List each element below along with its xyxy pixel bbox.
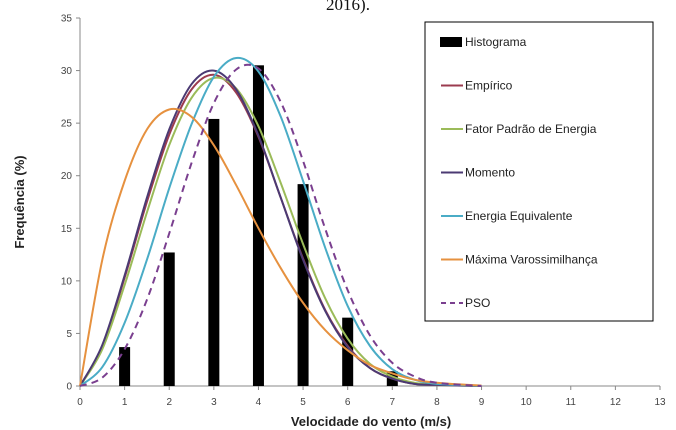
x-tick-label: 10	[521, 397, 533, 408]
histogram-bar	[342, 317, 354, 386]
y-tick-label: 25	[61, 119, 73, 130]
y-tick-label: 20	[61, 171, 73, 182]
legend-label: Empírico	[465, 79, 513, 93]
curve-fator-padrao-de-energia	[79, 76, 482, 387]
y-tick-label: 10	[61, 276, 73, 287]
legend-label: Máxima Varossimilhança	[465, 253, 598, 267]
x-tick-label: 6	[345, 397, 351, 408]
x-tick-label: 7	[390, 397, 396, 408]
y-tick-label: 35	[61, 14, 73, 25]
legend-label: Momento	[465, 166, 515, 180]
x-tick-label: 12	[610, 397, 622, 408]
curves	[79, 56, 482, 387]
legend: Histograma Empírico Fator Padrão de Energi…	[424, 21, 654, 322]
x-tick-label: 4	[256, 397, 262, 408]
y-tick-label: 30	[61, 66, 73, 77]
x-tick-label: 5	[300, 397, 306, 408]
y-tick-label: 15	[61, 224, 73, 235]
x-tick-label: 0	[77, 397, 83, 408]
histogram-bar	[297, 184, 309, 386]
curve-energia-equivalente	[79, 56, 482, 387]
legend-label: Histograma	[465, 35, 527, 49]
legend-label: PSO	[465, 296, 490, 310]
y-tick-label: 0	[66, 382, 72, 393]
histogram-bar	[163, 252, 175, 386]
curve-empirico	[79, 73, 482, 387]
x-tick-label: 1	[122, 397, 128, 408]
header-fragment: 2016).	[326, 0, 370, 14]
x-tick-label: 3	[211, 397, 217, 408]
x-tick-label: 11	[566, 397, 577, 408]
curve-maxima-varossimilhanca	[79, 107, 482, 387]
curve-pso	[79, 63, 482, 387]
curve-momento	[79, 69, 482, 387]
x-tick-label: 9	[479, 397, 485, 408]
x-tick-label: 2	[166, 397, 172, 408]
histogram-bar	[208, 118, 220, 387]
x-tick-label: 8	[434, 397, 440, 408]
histogram-bar	[119, 347, 131, 386]
x-tick-label: 13	[654, 397, 666, 408]
legend-label: Energia Equivalente	[465, 209, 573, 223]
legend-swatch-histogram	[440, 37, 462, 47]
legend-label: Fator Padrão de Energia	[465, 122, 597, 136]
y-axis-title: Frequência (%)	[12, 155, 27, 248]
histogram-bar	[252, 65, 264, 387]
x-axis-title: Velocidade do vento (m/s)	[291, 414, 451, 429]
y-tick-label: 5	[66, 329, 72, 340]
